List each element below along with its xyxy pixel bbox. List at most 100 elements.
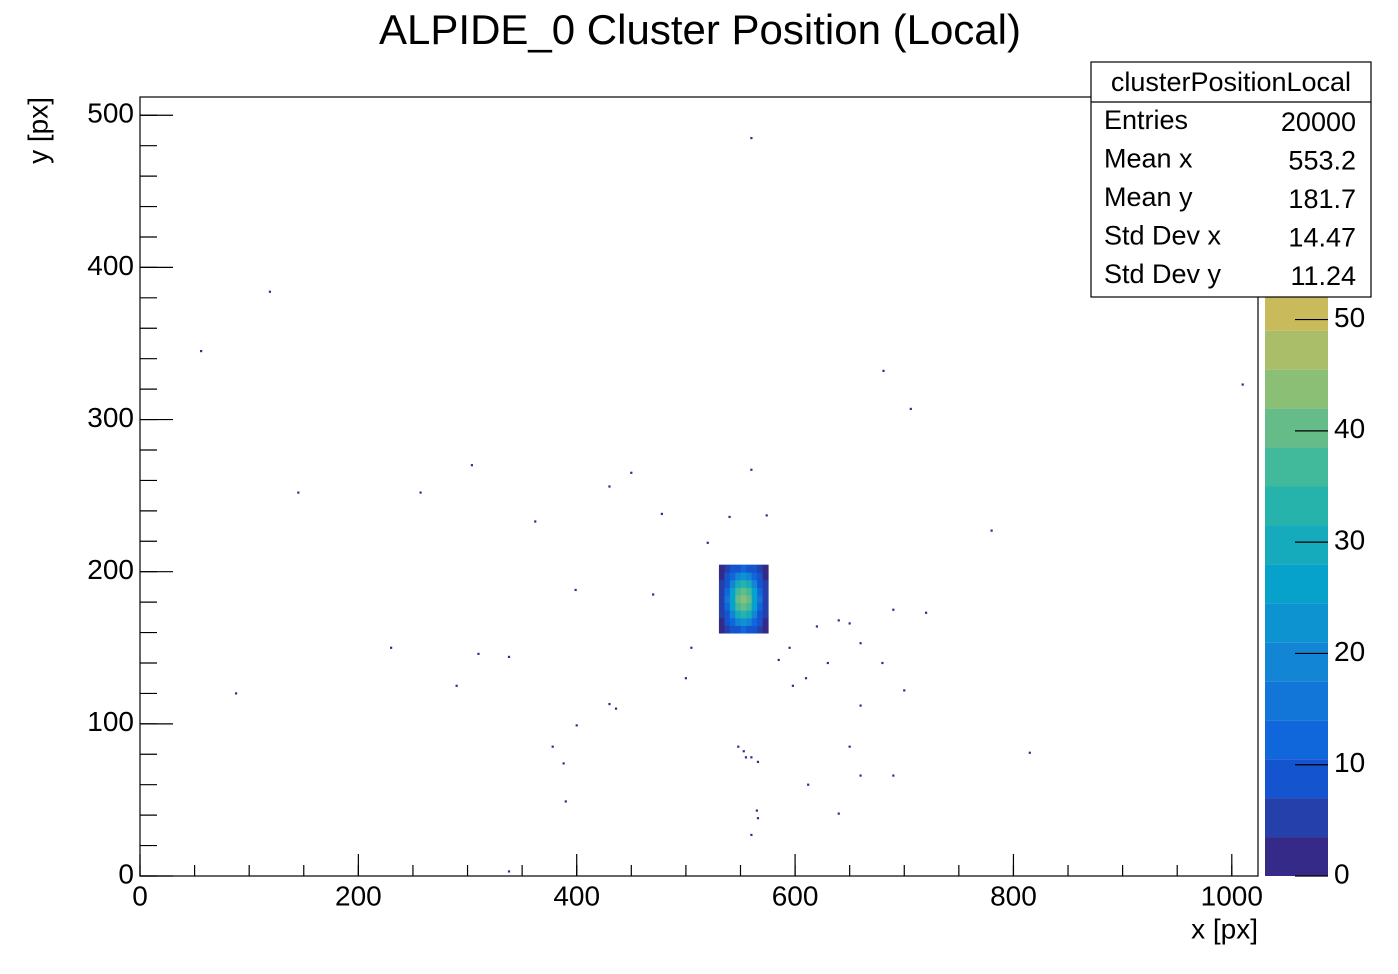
bin — [297, 491, 300, 494]
bin — [724, 579, 731, 588]
bin — [706, 541, 709, 544]
bin — [470, 464, 474, 467]
stats-label: Entries — [1104, 105, 1188, 135]
bin — [608, 702, 611, 706]
y-tick-label: 500 — [87, 98, 134, 129]
bin — [718, 625, 725, 634]
stats-value: 20000 — [1281, 107, 1356, 137]
bin — [859, 774, 862, 777]
y-tick-label: 400 — [87, 250, 134, 281]
stats-label: Std Dev x — [1104, 221, 1222, 251]
bin — [742, 750, 745, 753]
bin — [724, 572, 731, 581]
color-band — [1265, 408, 1328, 448]
bin — [826, 661, 829, 665]
x-tick-label: 0 — [132, 880, 148, 911]
bin — [882, 369, 885, 372]
color-band — [1265, 486, 1328, 526]
plot-frame — [139, 96, 1259, 877]
bin — [757, 579, 764, 588]
bin — [564, 800, 567, 803]
bin — [728, 515, 731, 519]
bin — [614, 707, 618, 710]
z-tick-label: 20 — [1334, 636, 1365, 667]
bin — [630, 471, 633, 474]
color-band — [1265, 720, 1328, 760]
bin — [751, 564, 758, 573]
bin — [735, 587, 742, 596]
bin — [746, 572, 753, 581]
bin — [751, 579, 758, 588]
bin — [740, 602, 747, 611]
bin — [746, 595, 753, 604]
bin — [737, 745, 740, 748]
bin — [837, 619, 840, 622]
bin — [729, 564, 736, 573]
bin — [740, 610, 747, 619]
stats-value: 181.7 — [1288, 184, 1356, 214]
stats-value: 553.2 — [1288, 146, 1356, 176]
bin — [751, 610, 758, 619]
color-band — [1265, 369, 1328, 409]
bin — [735, 625, 742, 634]
bin — [660, 512, 663, 515]
bin — [690, 646, 693, 649]
bin — [762, 572, 769, 581]
bin — [746, 587, 753, 596]
bin — [762, 610, 769, 619]
bin — [990, 529, 993, 532]
bin — [718, 610, 725, 619]
bin — [740, 595, 747, 604]
bin — [729, 602, 736, 611]
x-tick-label: 200 — [335, 880, 382, 911]
x-tick-label: 800 — [990, 880, 1037, 911]
bin — [534, 520, 537, 523]
bin — [740, 625, 747, 634]
bin — [757, 564, 764, 573]
bin — [735, 564, 742, 573]
bin — [859, 642, 862, 645]
bin — [724, 610, 731, 619]
bin — [735, 595, 742, 604]
bin — [718, 564, 725, 573]
bin — [892, 608, 895, 611]
stats-value: 11.24 — [1290, 261, 1356, 291]
color-band — [1265, 681, 1328, 721]
color-band — [1265, 525, 1328, 565]
bin — [735, 610, 742, 619]
bin — [507, 655, 511, 659]
stats-label: Mean x — [1104, 144, 1193, 174]
z-tick-label: 50 — [1334, 302, 1365, 333]
bin — [724, 587, 731, 596]
color-band — [1265, 447, 1328, 487]
bin — [788, 646, 791, 649]
bin — [746, 579, 753, 588]
bin — [455, 684, 458, 687]
bin — [751, 572, 758, 581]
bin — [744, 756, 748, 759]
bin — [777, 658, 780, 662]
bin — [762, 579, 769, 588]
bin — [751, 602, 758, 611]
bin — [757, 587, 764, 596]
bin — [735, 579, 742, 588]
bin — [724, 617, 731, 626]
bin — [234, 692, 238, 695]
bin — [751, 617, 758, 626]
x-tick-label: 600 — [772, 880, 819, 911]
bin — [268, 290, 272, 293]
bin — [740, 572, 747, 581]
bin — [762, 564, 769, 573]
bin — [746, 617, 753, 626]
bin — [762, 625, 769, 634]
bin — [751, 595, 758, 604]
bin — [804, 677, 808, 680]
bin — [1028, 751, 1031, 754]
bin — [729, 595, 736, 604]
z-tick-label: 10 — [1334, 747, 1365, 778]
z-tick-label: 0 — [1334, 858, 1350, 889]
bin — [575, 724, 578, 727]
bin — [746, 625, 753, 634]
bin — [684, 677, 687, 680]
